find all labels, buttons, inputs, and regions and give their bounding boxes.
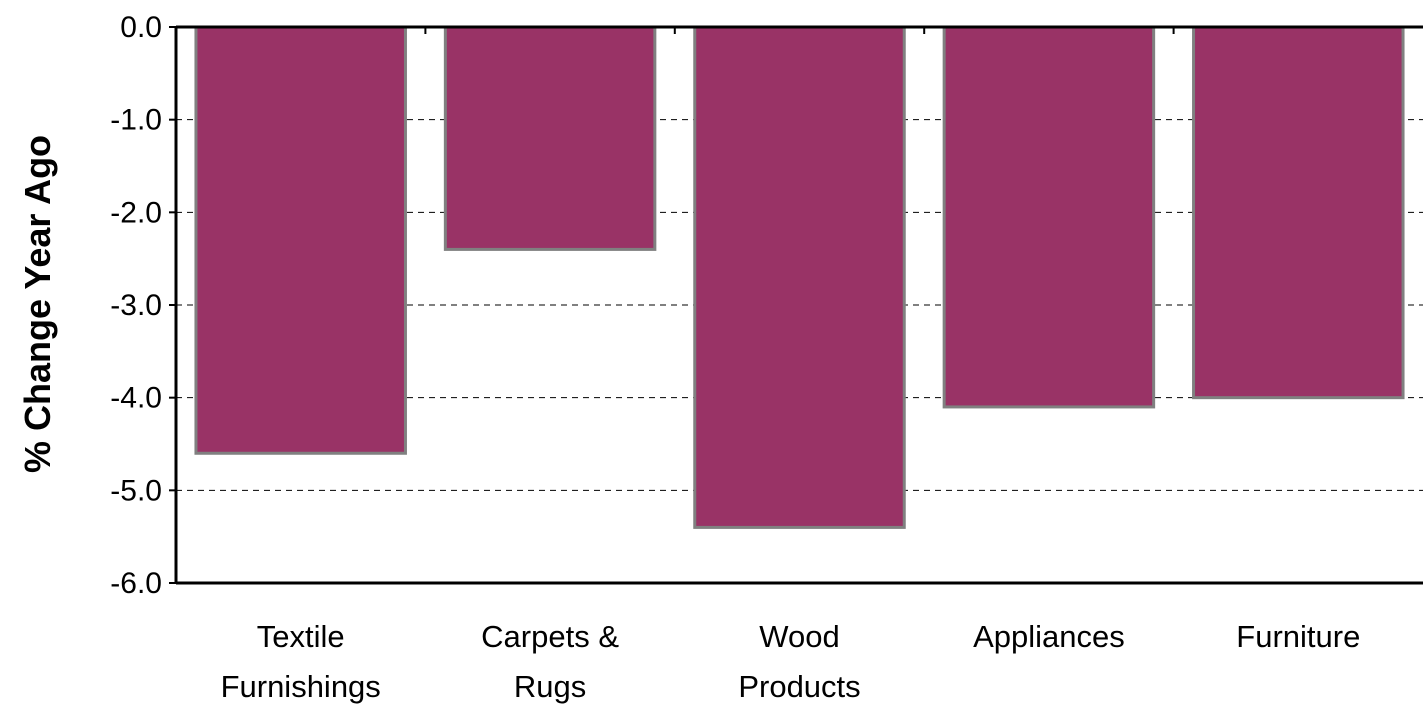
y-tick-label: -5.0 [110,474,162,507]
category-label: Wood Products [738,619,860,704]
bar [194,25,407,455]
y-tick-label: -4.0 [110,382,162,415]
y-tick-label: -6.0 [110,567,162,600]
y-tick-label: -2.0 [110,196,162,229]
category-label: Carpets & Rugs [481,619,619,704]
y-tick-label: -1.0 [110,104,162,137]
y-tick-label: 0.0 [120,11,162,44]
category-label: Appliances [973,619,1125,654]
category-label: Furniture [1236,619,1360,654]
bar [693,25,906,529]
axes [169,25,1423,585]
y-tick-label: -3.0 [110,289,162,322]
bars [194,25,1405,529]
bar [1192,25,1405,400]
y-axis-title: % Change Year Ago [17,135,58,473]
category-label: Textile Furnishings [221,619,381,704]
bar [443,25,657,251]
category-labels: Textile Furnishings Carpets & Rugs Wood Produ… [221,619,1361,704]
y-tick-labels: 0.0 -1.0 -2.0 -3.0 -4.0 -5.0 -6.0 [110,11,162,600]
bar [942,25,1156,409]
